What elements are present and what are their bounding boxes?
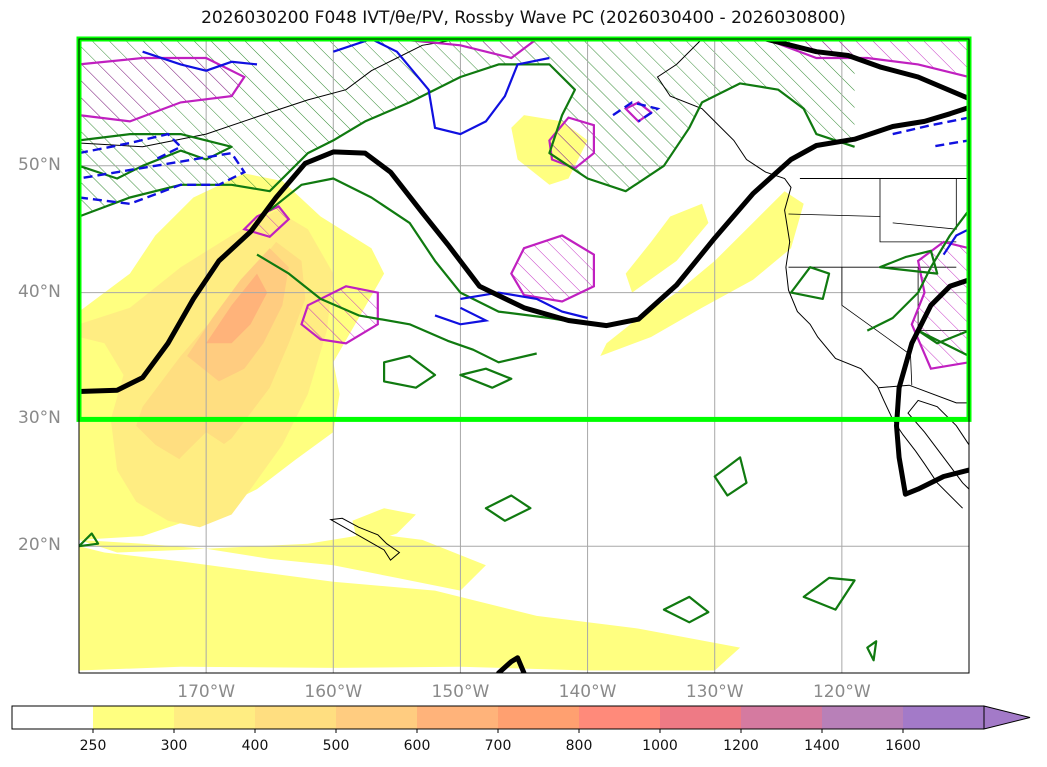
colorbar-segment — [741, 706, 822, 729]
map-title: 2026030200 F048 IVT/θe/PV, Rossby Wave P… — [201, 8, 846, 28]
theta-e-contour — [383, 354, 437, 389]
blue-dashed-contour — [612, 101, 661, 123]
ivt-region — [625, 203, 709, 293]
rossby-wave-contour — [79, 39, 969, 673]
blue-dashed-contour — [79, 151, 247, 206]
ivt-region — [155, 432, 226, 509]
colorbar-tick-label: 250 — [79, 738, 107, 754]
colorbar-tick-label: 400 — [241, 738, 269, 754]
rossby-wave-line — [496, 655, 527, 673]
theta-e-contour — [878, 249, 939, 275]
theta-e-contour — [866, 640, 878, 662]
blue-dashed-contour — [79, 132, 183, 161]
ivt-region — [352, 508, 416, 547]
colorbar-tick-label: 500 — [322, 738, 350, 754]
pv-contour — [765, 39, 969, 79]
colorbar-segment — [579, 706, 660, 729]
colorbar-tick-label: 1200 — [723, 738, 759, 754]
colorbar-segment — [498, 706, 579, 729]
colorbar-segment — [174, 706, 255, 729]
pv-contour — [79, 56, 246, 123]
theta-e-contour — [789, 266, 831, 300]
colorbar-segment — [903, 706, 984, 729]
colorbar-extend-arrow — [983, 705, 1031, 730]
colorbar-segment — [336, 706, 417, 729]
colorbar-tick-label: 1000 — [642, 738, 678, 754]
colorbar-segment — [417, 706, 498, 729]
pv-contour — [396, 39, 539, 60]
lat-tick-label: 50°N — [18, 154, 61, 175]
lon-tick-label: 160°W — [304, 682, 363, 702]
state-line — [879, 216, 957, 243]
theta-e-hatch-region — [79, 39, 855, 217]
blue-dashed-contour — [892, 116, 969, 148]
colorbar-tick-label: 800 — [565, 738, 593, 754]
map-plot-area — [79, 39, 969, 673]
theta-e-contour — [916, 329, 969, 358]
theta-e-contour — [484, 494, 532, 522]
colorbar-segment — [12, 706, 93, 729]
lon-tick-label: 130°W — [685, 682, 744, 702]
lon-tick-label: 140°W — [558, 682, 617, 702]
rossby-wave-line — [79, 105, 969, 394]
coastline-mexico-border — [878, 384, 969, 404]
lat-tick-label: 30°N — [18, 408, 61, 429]
colorbar-tick-label: 300 — [160, 738, 188, 754]
colorbar-tick-label: 1400 — [804, 738, 840, 754]
theta-e-contour — [866, 209, 969, 332]
theta-e-hatch — [79, 39, 855, 217]
theta-e-contour — [662, 595, 710, 624]
state-line — [892, 178, 957, 230]
coastline-hawaii — [329, 517, 401, 561]
colorbar-segment — [93, 706, 174, 729]
theta-e-contours — [79, 63, 969, 662]
blue-contour — [434, 306, 490, 326]
pv-contour — [510, 234, 596, 303]
colorbar-tick-label: 700 — [484, 738, 512, 754]
blue-contour — [460, 291, 588, 320]
lat-tick-label: 40°N — [18, 281, 61, 302]
blue-contour — [142, 50, 258, 72]
ivt-region — [600, 191, 804, 356]
colorbar — [11, 705, 1031, 733]
colorbar-segment — [822, 706, 903, 729]
blue-contours — [79, 39, 969, 326]
ivt-region — [206, 273, 268, 344]
colorbar-segment — [255, 706, 336, 729]
lon-tick-label: 120°W — [812, 682, 871, 702]
theta-e-contour — [459, 367, 513, 389]
state-line — [841, 267, 913, 386]
theta-e-contour — [802, 576, 856, 611]
colorbar-segment — [660, 706, 741, 729]
theta-e-contour — [79, 133, 233, 180]
colorbar-tick-label: 1600 — [885, 738, 921, 754]
blue-contour — [942, 228, 969, 256]
map-frame — [78, 38, 970, 674]
rossby-wave-line — [763, 39, 969, 102]
rossby-wave-line — [894, 277, 969, 497]
theta-e-contour — [713, 456, 748, 497]
theta-e-contour — [79, 532, 100, 548]
colorbar-tick-label: 600 — [403, 738, 431, 754]
ivt-region — [79, 533, 486, 591]
lon-tick-label: 170°W — [177, 682, 236, 702]
ivt-region — [79, 546, 741, 671]
pv-contour — [548, 116, 596, 170]
lon-tick-label: 150°W — [431, 682, 490, 702]
theta-e-contour — [256, 253, 537, 364]
blue-contour — [332, 39, 550, 136]
pv-contour — [300, 285, 379, 345]
lat-tick-label: 20°N — [18, 535, 61, 556]
theta-e-contour — [79, 63, 855, 218]
